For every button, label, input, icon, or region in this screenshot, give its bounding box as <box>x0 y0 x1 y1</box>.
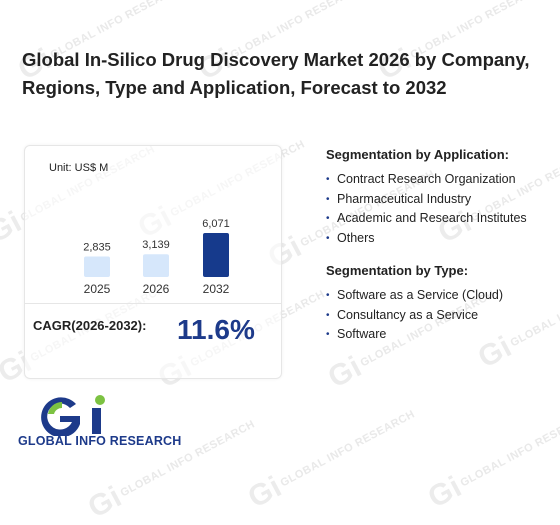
application-item: Others <box>326 229 556 249</box>
bar-2032 <box>203 233 229 277</box>
cagr-label: CAGR(2026-2032): <box>33 318 153 334</box>
company-logo: GLOBAL INFO RESEARCH <box>18 392 181 448</box>
application-list: Contract Research OrganizationPharmaceut… <box>326 170 556 248</box>
watermark: GiGLOBAL INFO RESEARCH <box>422 408 560 515</box>
segmentation-by-application: Segmentation by Application: Contract Re… <box>326 147 556 248</box>
card-divider <box>25 303 281 304</box>
gi-logo-icon <box>41 395 105 438</box>
logo-text: GLOBAL INFO RESEARCH <box>18 434 182 448</box>
type-heading: Segmentation by Type: <box>326 263 469 278</box>
type-item: Consultancy as a Service <box>326 306 556 326</box>
bar-2026 <box>143 254 169 277</box>
value-label: 3,139 <box>142 239 170 251</box>
type-item: Software <box>326 325 556 345</box>
application-item: Academic and Research Institutes <box>326 209 556 229</box>
type-list: Software as a Service (Cloud)Consultancy… <box>326 286 556 345</box>
market-size-card: Unit: US$ M 2,835 2025 3,139 2026 6,071 2032 … <box>24 145 282 379</box>
value-label: 2,835 <box>83 241 111 253</box>
value-label: 6,071 <box>202 218 230 230</box>
page-title: Global In-Silico Drug Discovery Market 2… <box>22 49 530 98</box>
type-item: Software as a Service (Cloud) <box>326 286 556 306</box>
bar-chart: 2,835 2025 3,139 2026 6,071 2032 <box>83 218 230 296</box>
application-item: Pharmaceutical Industry <box>326 190 556 210</box>
cagr-value: 11.6% <box>177 314 255 345</box>
category-label: 2026 <box>143 282 170 296</box>
category-label: 2025 <box>84 282 111 296</box>
chart-unit-label: Unit: US$ M <box>49 162 109 174</box>
cagr-label-text: CAGR(2026-2032): <box>33 318 147 333</box>
application-heading: Segmentation by Application: <box>326 147 509 162</box>
application-item: Contract Research Organization <box>326 170 556 190</box>
watermark: GiGLOBAL INFO RESEARCH <box>242 408 417 515</box>
watermark: GiGLOBAL INFO RESEARCH <box>82 418 257 525</box>
segmentation-by-type: Segmentation by Type: Software as a Serv… <box>326 263 556 345</box>
bar-2025 <box>84 256 110 277</box>
category-label: 2032 <box>203 282 230 296</box>
